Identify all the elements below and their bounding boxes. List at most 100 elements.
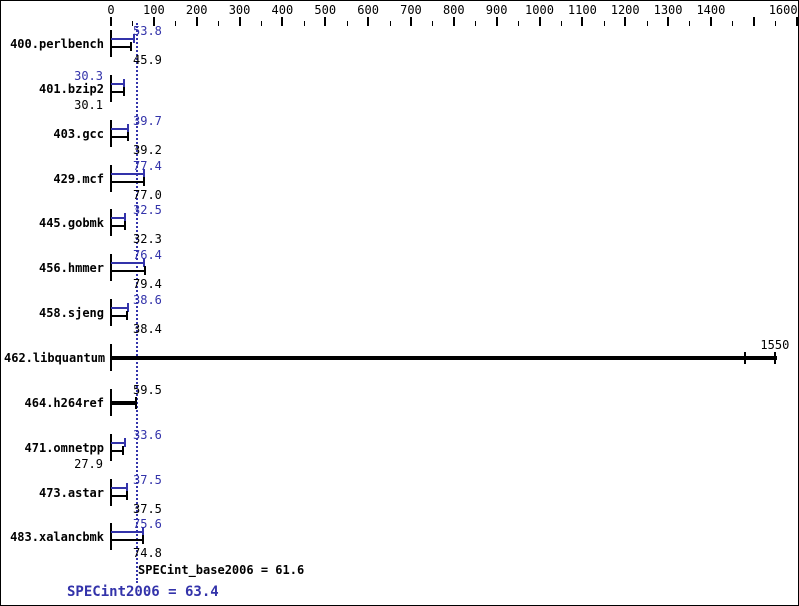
axis-tick-label: 200	[185, 3, 208, 17]
value-label: 39.2	[133, 142, 162, 157]
axis-tick-label: 1400	[696, 3, 726, 17]
axis-major-tick	[624, 17, 627, 26]
axis-minor-tick	[132, 21, 134, 26]
value-label: 39.7	[133, 113, 162, 128]
value-label: 38.4	[133, 322, 162, 337]
value-label: 77.0	[133, 187, 162, 202]
axis-major-tick	[581, 17, 584, 26]
base-bar	[111, 135, 128, 138]
peak-bar	[111, 262, 144, 265]
value-label: 37.5	[133, 472, 162, 487]
bar-start-bracket	[110, 433, 112, 461]
base-bar-cap	[126, 490, 129, 500]
bar-start-bracket	[110, 164, 112, 192]
value-label: 38.6	[133, 293, 162, 308]
peak-bar-cap	[126, 303, 129, 313]
axis-minor-tick	[518, 21, 520, 26]
peak-bar-cap	[122, 78, 125, 88]
value-label: 77.4	[133, 158, 162, 173]
value-label: 74.8	[133, 546, 162, 561]
axis-tick-label: 400	[271, 3, 294, 17]
axis-tick-label: 900	[485, 3, 508, 17]
peak-bar	[111, 486, 128, 489]
bar-start-bracket	[110, 74, 112, 102]
value-label: 32.3	[133, 232, 162, 247]
benchmark-label: 456.hmmer	[38, 261, 104, 276]
axis-major-tick	[110, 17, 112, 26]
axis-major-tick	[152, 17, 155, 26]
peak-bar	[111, 441, 126, 444]
bar-start-bracket	[110, 119, 112, 147]
base-bar-cap	[129, 42, 132, 51]
value-label: 30.1	[74, 97, 103, 112]
axis-tick-label: 600	[357, 3, 379, 17]
axis-major-tick	[667, 17, 670, 26]
axis-tick-label: 300	[228, 3, 251, 17]
axis-minor-tick	[303, 21, 305, 26]
axis-tick-label: 500	[314, 3, 337, 17]
bar-start-bracket	[110, 478, 112, 506]
base-bar-cap	[122, 86, 125, 96]
value-label: 27.9	[74, 456, 103, 471]
peak-bar-cap	[123, 213, 126, 223]
axis-tick-label: 0	[107, 3, 115, 17]
axis-minor-tick	[346, 21, 348, 26]
base-bar	[111, 180, 144, 183]
axis-major-tick	[538, 17, 541, 26]
axis-minor-tick	[560, 21, 562, 26]
axis-tick-label: 100	[143, 3, 165, 17]
peak-bar	[111, 38, 135, 40]
axis-minor-tick	[432, 21, 434, 26]
axis-minor-tick	[175, 21, 177, 26]
benchmark-label: 401.bzip2	[38, 81, 104, 96]
base-bar	[111, 539, 144, 542]
axis-minor-tick	[218, 21, 220, 26]
value-label: 32.5	[133, 203, 162, 218]
base-bar	[111, 315, 128, 318]
axis-major-tick	[324, 17, 327, 26]
value-label: 45.9	[133, 53, 162, 67]
axis-tick-label: 700	[400, 3, 422, 17]
base-bar-cap	[126, 311, 129, 321]
axis-major-tick	[452, 17, 455, 26]
bar-start-bracket	[110, 209, 112, 237]
base-bar	[111, 46, 131, 48]
specint-peak-result-text: SPECint2006 = 63.4	[67, 584, 219, 600]
value-label: 75.6	[133, 517, 162, 532]
value-label: 1550	[760, 337, 790, 352]
axis-major-tick	[238, 17, 241, 26]
benchmark-label: 445.gobmk	[38, 216, 104, 231]
peak-bar-cap	[124, 437, 127, 447]
peak-bar-cap	[126, 482, 129, 492]
reference-line-base-metric	[136, 23, 139, 583]
peak-bar	[111, 172, 145, 175]
value-label: 76.4	[133, 248, 162, 263]
benchmark-label: 483.xalancbmk	[10, 530, 104, 545]
axis-major-tick	[795, 17, 798, 26]
base-bar-cap	[123, 221, 126, 231]
benchmark-label: 464.h264ref	[24, 395, 104, 410]
axis-major-tick	[409, 17, 412, 26]
axis-minor-tick	[732, 21, 734, 26]
base-bar-cap	[121, 445, 124, 455]
value-label: 30.3	[74, 68, 103, 83]
axis-tick-label: 1200	[610, 3, 640, 17]
base-bar	[111, 90, 124, 93]
merged-bar-cap	[744, 351, 747, 364]
value-label: 33.6	[133, 427, 162, 442]
peak-bar-cap	[142, 258, 145, 268]
base-bar-cap	[142, 176, 145, 186]
axis-minor-tick	[260, 21, 262, 26]
benchmark-label: 403.gcc	[53, 126, 104, 141]
value-label: 37.5	[133, 501, 162, 516]
merged-bar	[111, 400, 137, 405]
axis-tick-label: 1300	[653, 3, 683, 17]
axis-tick-label: 1600	[768, 3, 798, 17]
value-label: 79.4	[133, 277, 162, 292]
benchmark-label: 429.mcf	[53, 171, 104, 186]
benchmark-label: 473.astar	[38, 485, 104, 500]
peak-bar	[111, 531, 144, 534]
merged-bar-cap	[135, 396, 138, 409]
merged-bar-cap	[774, 351, 777, 364]
